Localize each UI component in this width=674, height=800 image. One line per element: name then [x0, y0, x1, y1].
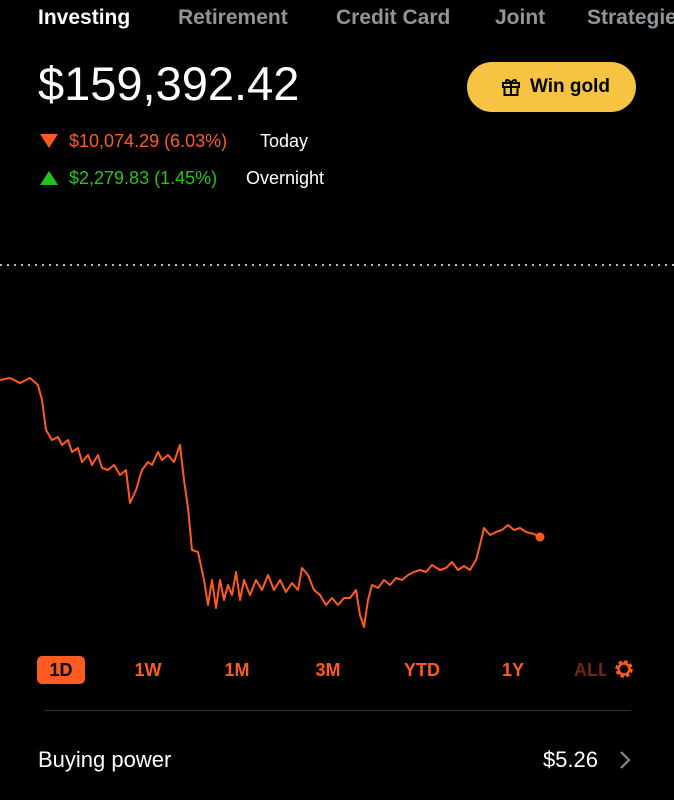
button-label: Win gold — [530, 76, 611, 97]
tab[interactable]: Strategies — [587, 6, 674, 29]
tab[interactable]: Retirement — [178, 6, 288, 29]
tab[interactable]: Credit Card — [336, 6, 451, 29]
price-line — [0, 377, 541, 628]
buying-power-value: $5.26 — [542, 747, 598, 772]
overnight-label: Overnight — [246, 168, 325, 188]
tab[interactable]: Investing — [38, 6, 131, 29]
range-button[interactable]: 3M — [315, 660, 341, 680]
range-button[interactable]: 1D — [37, 656, 85, 684]
overnight-change: $2,279.83 (1.45%) — [69, 168, 218, 188]
win-gold-button[interactable]: Win gold — [467, 62, 636, 112]
range-button[interactable]: 1M — [224, 660, 250, 680]
range-button[interactable]: ALL — [574, 660, 606, 680]
divider — [44, 710, 631, 711]
buying-power-label: Buying power — [38, 747, 172, 772]
range-button[interactable]: 1Y — [501, 660, 525, 680]
portfolio-value: $159,392.42 — [38, 57, 300, 110]
gift-icon — [502, 79, 520, 96]
chevron[interactable] — [618, 750, 632, 770]
tab[interactable]: Joint — [495, 6, 546, 29]
range-button[interactable]: YTD — [404, 660, 440, 680]
settings-icon[interactable] — [612, 657, 636, 681]
today-label: Today — [260, 131, 309, 151]
up-arrow — [40, 171, 58, 185]
chart — [0, 264, 674, 628]
down-arrow — [40, 134, 58, 148]
range-button[interactable]: 1W — [134, 660, 162, 680]
current-dot — [535, 532, 545, 542]
today-change: $10,074.29 (6.03%) — [69, 131, 228, 151]
